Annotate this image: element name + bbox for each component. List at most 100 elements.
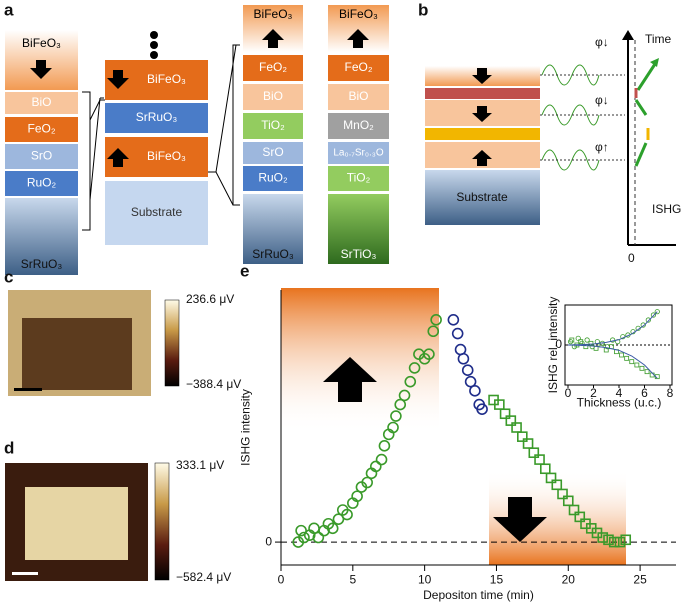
layer-label: BiFeO₃	[147, 72, 186, 86]
data-point	[469, 385, 481, 397]
data-point	[562, 495, 574, 507]
layer-label: BiO	[31, 95, 51, 109]
layer	[425, 128, 540, 140]
data-point	[634, 362, 640, 368]
layer	[5, 198, 78, 275]
layer	[243, 113, 303, 139]
data-point	[398, 389, 411, 402]
data-point	[457, 352, 470, 365]
data-point	[461, 364, 474, 377]
layer	[105, 103, 208, 133]
data-point	[597, 532, 609, 543]
data-point	[430, 313, 442, 326]
data-point	[378, 440, 391, 452]
colorbar-min: −388.4 μV	[186, 377, 241, 391]
polarization-arrow	[262, 29, 284, 48]
data-point	[361, 476, 373, 489]
layer	[5, 144, 78, 169]
colorbar-max: 333.1 μV	[176, 458, 224, 472]
phase-label: φ↑	[595, 140, 609, 154]
layer	[5, 92, 78, 114]
data-point	[369, 460, 382, 473]
data-point	[528, 447, 540, 459]
phase-label: φ↓	[595, 93, 609, 107]
scale-bar	[14, 388, 42, 391]
data-point	[351, 490, 363, 503]
data-point	[575, 335, 581, 341]
axis-label: Time	[645, 32, 672, 46]
layer	[328, 55, 389, 81]
ishg-segment	[634, 99, 648, 116]
data-point	[569, 337, 575, 343]
data-point	[654, 309, 660, 315]
layer-label: SrRuO₃	[21, 257, 63, 271]
layer	[328, 194, 389, 264]
panel-letter: d	[4, 438, 14, 457]
data-point	[326, 522, 339, 535]
phase-label: φ↓	[595, 35, 609, 49]
ishg-segment	[636, 63, 657, 91]
data-point	[427, 325, 440, 338]
wave	[541, 149, 600, 171]
data-point	[620, 534, 632, 546]
written-domain	[25, 487, 128, 560]
fit-line	[567, 344, 658, 379]
data-point	[619, 352, 624, 358]
data-point	[464, 375, 477, 388]
y-axis-label: ISHG intensity	[239, 389, 253, 466]
data-point	[499, 408, 511, 420]
data-point	[568, 504, 580, 516]
axis-arrow	[622, 30, 634, 40]
data-point	[394, 398, 407, 411]
y-tick-label: 0	[265, 534, 272, 548]
ishg-arrow	[650, 58, 659, 67]
polarization-arrow	[30, 60, 52, 79]
axis-label: ISHG	[652, 202, 681, 216]
data-point	[614, 536, 626, 548]
data-point	[608, 536, 620, 548]
layer	[243, 55, 303, 81]
data-point	[603, 534, 614, 546]
data-point	[629, 359, 635, 365]
layer	[243, 142, 303, 164]
layer	[5, 117, 78, 142]
x-tick-label: 20	[562, 572, 576, 586]
x-axis-label: Thickness (u.c.)	[577, 395, 662, 409]
layer	[328, 166, 389, 191]
layer-label: La₀.₇Sr₀.₃O	[333, 148, 383, 159]
data-point	[639, 365, 645, 371]
data-point	[584, 337, 590, 343]
layer-label: BiFeO₃	[147, 149, 186, 163]
data-point	[644, 369, 650, 375]
layer-label: MnO₂	[343, 118, 374, 132]
layer	[243, 84, 303, 110]
dot	[150, 41, 158, 49]
y-tick-label: 0	[555, 337, 562, 351]
x-tick-label: 0	[565, 386, 572, 400]
layer	[105, 181, 208, 245]
x-tick-label: 2	[590, 386, 597, 400]
layer-label: SrRuO₃	[136, 110, 178, 124]
connector	[215, 171, 234, 206]
data-point	[539, 463, 551, 475]
data-point	[375, 453, 388, 466]
layer-label: BiO	[263, 89, 283, 103]
data-point	[332, 513, 345, 525]
data-point	[295, 524, 307, 537]
big-arrow	[323, 357, 377, 402]
layer-label: RuO₂	[258, 171, 288, 185]
layer-label: FeO₂	[28, 122, 56, 136]
panel-d: d 333.1 μV −582.4 μV	[4, 438, 231, 584]
layer-label: BiFeO₃	[22, 36, 61, 50]
data-point	[390, 410, 402, 422]
layer-label: TiO₂	[347, 171, 371, 185]
data-point	[640, 322, 646, 328]
data-point	[298, 531, 310, 544]
layer	[425, 170, 540, 225]
bracket	[232, 44, 240, 206]
colorbar	[164, 299, 180, 387]
connector	[89, 97, 101, 201]
polarization-arrow	[347, 29, 369, 48]
